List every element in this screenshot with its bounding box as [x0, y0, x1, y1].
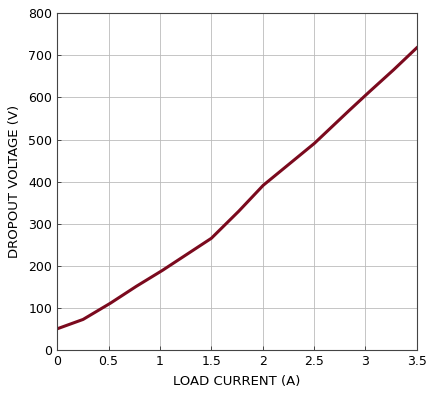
X-axis label: LOAD CURRENT (A): LOAD CURRENT (A) — [173, 375, 300, 388]
Y-axis label: DROPOUT VOLTAGE (V): DROPOUT VOLTAGE (V) — [8, 105, 21, 258]
